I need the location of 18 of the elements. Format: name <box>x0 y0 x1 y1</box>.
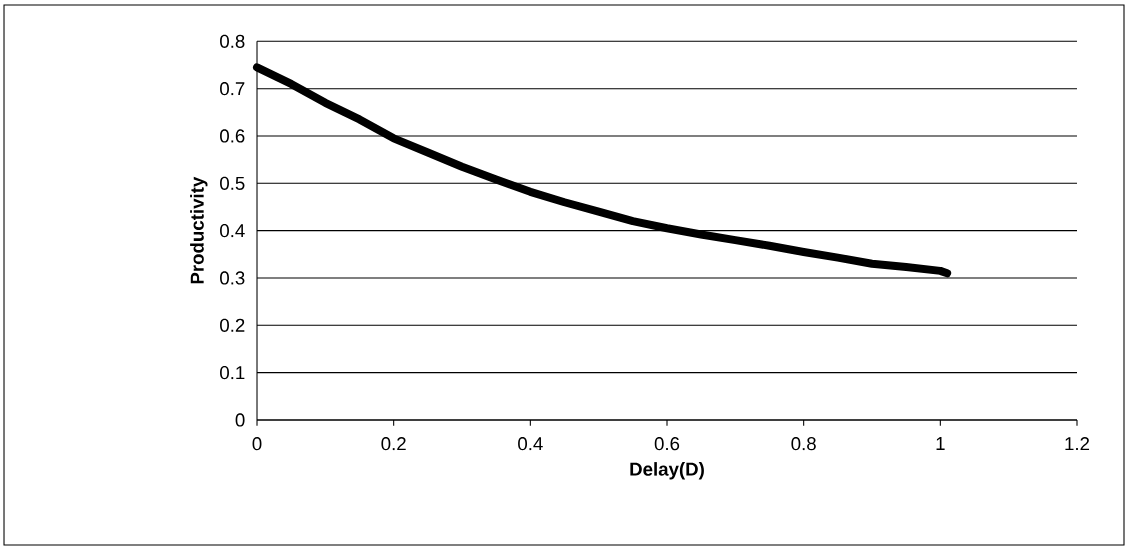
x-tick-label: 0.4 <box>518 437 543 451</box>
y-tick-label: 0.4 <box>220 224 245 238</box>
x-tick-label: 0.8 <box>791 437 816 451</box>
y-axis-title: Productivity <box>190 176 208 284</box>
y-tick-label: 0.1 <box>220 366 245 380</box>
y-tick-label: 0.2 <box>220 318 245 332</box>
x-tick-label: 0.2 <box>381 437 406 451</box>
y-tick-label: 0.5 <box>220 176 245 190</box>
x-tick-label: 0.6 <box>654 437 680 451</box>
x-tick-label: 0 <box>252 437 262 451</box>
x-tick-label: 1 <box>936 437 945 450</box>
x-axis-title: Delay(D) <box>630 462 704 480</box>
x-tick-label: 1.2 <box>1065 437 1090 451</box>
y-tick-label: 0.3 <box>220 271 245 285</box>
y-tick-label: 0 <box>235 413 245 427</box>
y-tick-label: 0.8 <box>220 34 245 48</box>
y-tick-label: 0.6 <box>220 129 245 143</box>
y-tick-label: 0.7 <box>220 82 245 96</box>
